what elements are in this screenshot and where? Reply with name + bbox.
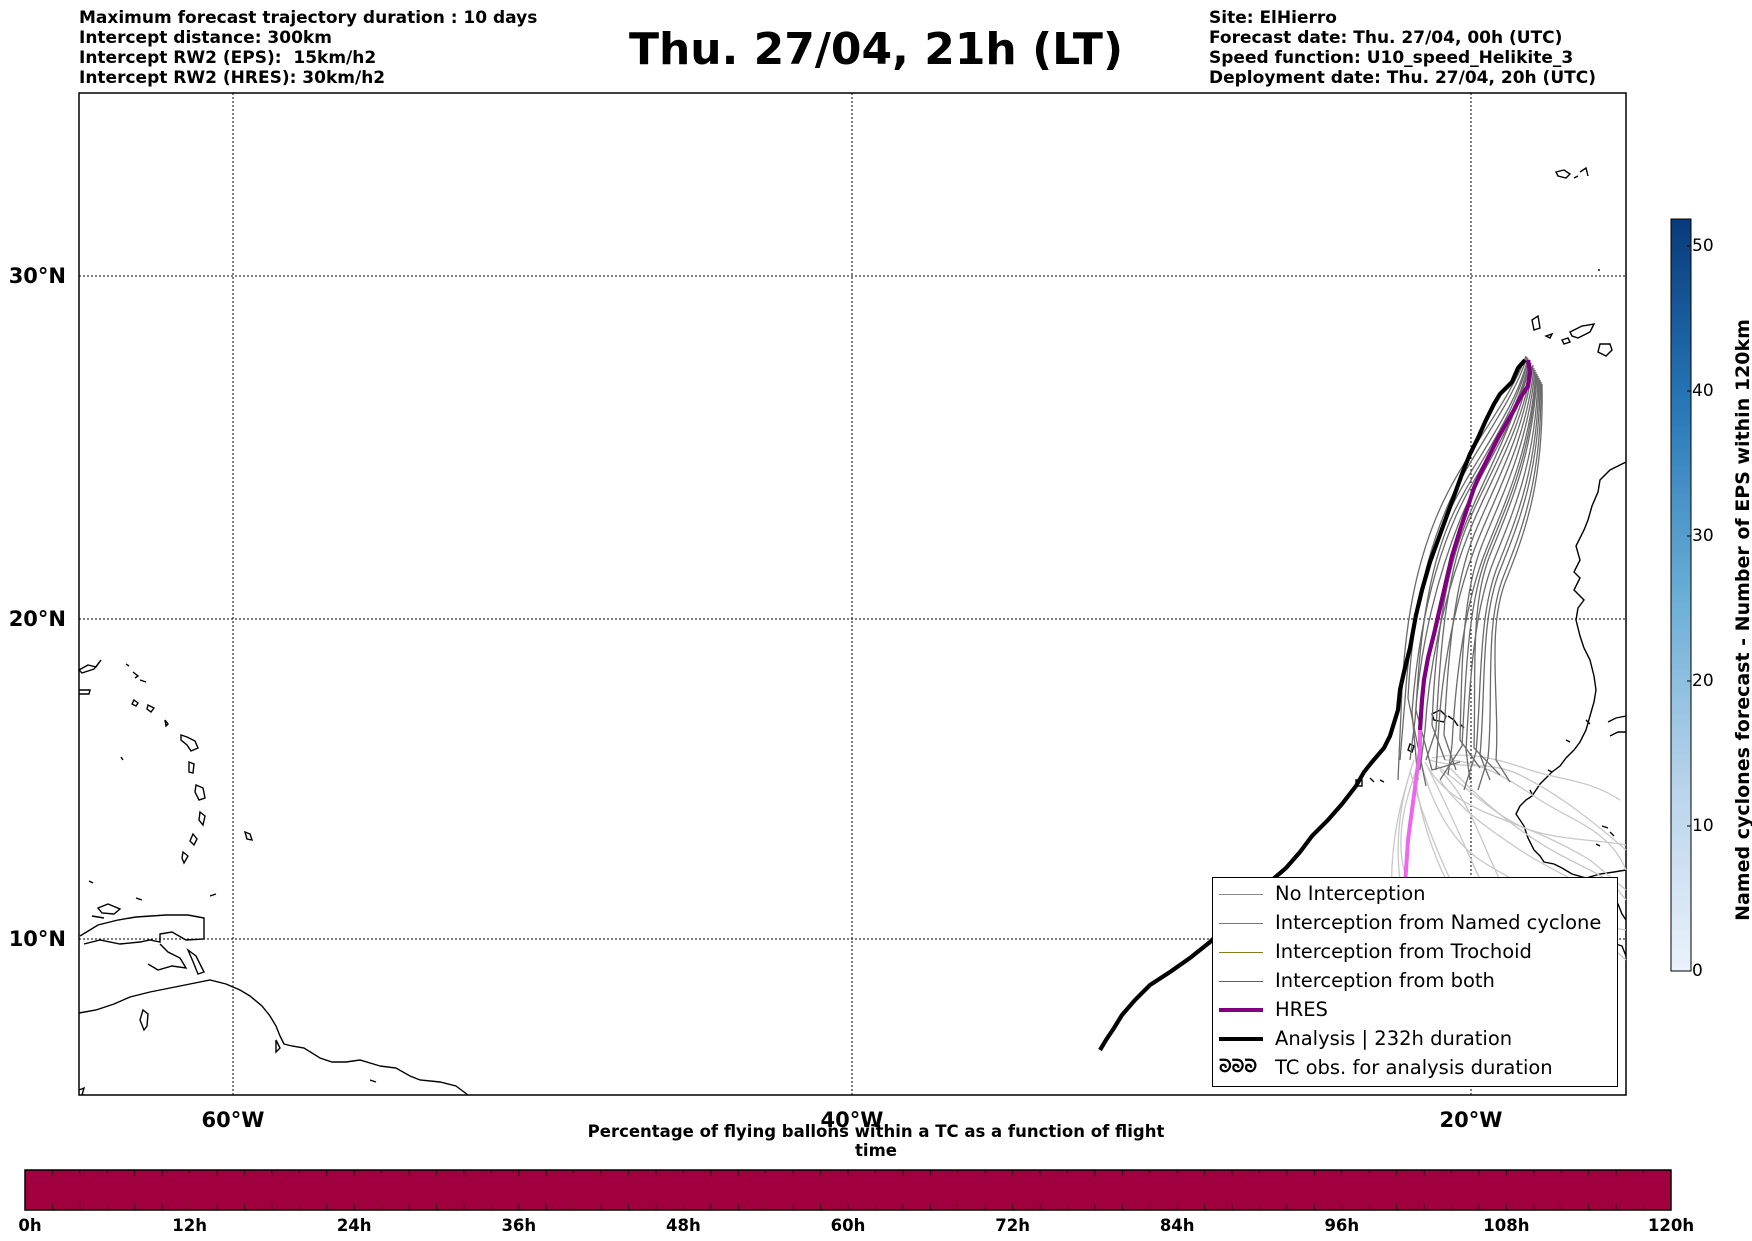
percentage-bar-tick-36h: 36h <box>501 1216 537 1235</box>
legend-label: Interception from Named cyclone <box>1275 911 1602 934</box>
analysis-track <box>1098 358 1527 1052</box>
legend-swatch-hres <box>1219 1008 1263 1012</box>
percentage-bar-tick-72h: 72h <box>995 1216 1030 1235</box>
hres-track <box>1417 359 1533 731</box>
header-site: Site: ElHierro <box>1209 8 1337 28</box>
header-max-duration: Maximum forecast trajectory duration : 1… <box>79 8 538 28</box>
percentage-bar-tick-108h: 108h <box>1483 1216 1530 1235</box>
percentage-bar-tick-0h: 0h <box>18 1216 42 1235</box>
header-deployment-date: Deployment date: Thu. 27/04, 20h (UTC) <box>1209 68 1596 88</box>
page-title: Thu. 27/04, 21h (LT) <box>628 24 1124 75</box>
lon-label-20w: 20°W <box>1439 1108 1503 1132</box>
lat-label-30n: 30°N <box>8 264 66 288</box>
colorbar <box>1670 218 1692 972</box>
legend-label: Interception from both <box>1275 969 1495 992</box>
legend-label: Interception from Trochoid <box>1275 940 1532 963</box>
lon-label-40w: 40°W <box>820 1108 884 1132</box>
header-right: Site: ElHierro Forecast date: Thu. 27/04… <box>1209 8 1596 88</box>
legend-item-analysis: Analysis | 232h duration <box>1213 1025 1617 1054</box>
colorbar-label: Named cyclones forecast - Number of EPS … <box>1732 319 1752 921</box>
legend-swatch-both <box>1219 981 1263 982</box>
legend-label: HRES <box>1275 998 1328 1021</box>
percentage-bar-ticks <box>52 1170 1644 1210</box>
legend-label: TC obs. for analysis duration <box>1275 1056 1553 1079</box>
coastlines-west <box>77 659 469 1096</box>
colorbar-tick-0: 0 <box>1692 961 1703 981</box>
lat-label-10n: 10°N <box>8 927 66 951</box>
header-forecast-date: Forecast date: Thu. 27/04, 00h (UTC) <box>1209 28 1563 48</box>
header-intercept-hres: Intercept RW2 (HRES): 30km/h2 <box>79 68 386 88</box>
percentage-bar-tick-60h: 60h <box>830 1216 866 1235</box>
colorbar-tickmarks <box>1687 245 1691 972</box>
percentage-bar-tick-12h: 12h <box>172 1216 207 1235</box>
legend-swatch-analysis <box>1219 1037 1263 1041</box>
legend-item-trochoid: Interception from Trochoid <box>1213 938 1617 967</box>
legend-item-tc-obs: ᘐᘐᘐ TC obs. for analysis duration <box>1213 1054 1617 1083</box>
legend-label: No Interception <box>1275 882 1426 905</box>
percentage-bar-tick-24h: 24h <box>336 1216 372 1235</box>
legend-label: Analysis | 232h duration <box>1275 1027 1513 1050</box>
percentage-bar-tick-84h: 84h <box>1159 1216 1195 1235</box>
percentage-bar-tick-120h: 120h <box>1647 1216 1695 1235</box>
legend-swatch-named-cyclone <box>1219 923 1263 924</box>
lat-label-20n: 20°N <box>8 607 66 631</box>
percentage-bar-label: Percentage of flying ballons within a TC… <box>587 1122 1165 1160</box>
legend-item-both: Interception from both <box>1213 967 1617 996</box>
legend-swatch-trochoid <box>1219 952 1263 953</box>
percentage-bar-tick-96h: 96h <box>1324 1216 1360 1235</box>
lon-label-60w: 60°W <box>201 1108 265 1132</box>
legend-item-named-cyclone: Interception from Named cyclone <box>1213 909 1617 938</box>
colorbar-tick-10: 10 <box>1692 816 1714 836</box>
percentage-bar-tick-48h: 48h <box>666 1216 701 1235</box>
colorbar-tick-40: 40 <box>1692 381 1714 401</box>
map-legend: No Interception Interception from Named … <box>1212 877 1618 1087</box>
legend-item-no-interception: No Interception <box>1213 880 1617 909</box>
colorbar-tick-50: 50 <box>1692 236 1714 256</box>
header-intercept-eps: Intercept RW2 (EPS): 15km/h2 <box>79 48 377 68</box>
header-speed-function: Speed function: U10_speed_Helikite_3 <box>1209 48 1574 68</box>
tc-obs-icon: ᘐᘐᘐ <box>1219 1056 1258 1077</box>
header-left: Maximum forecast trajectory duration : 1… <box>79 8 537 88</box>
colorbar-tick-20: 20 <box>1692 671 1714 691</box>
colorbar-tick-30: 30 <box>1692 526 1714 546</box>
legend-item-hres: HRES <box>1213 996 1617 1025</box>
legend-swatch-no-interception <box>1219 894 1263 895</box>
header-intercept-distance: Intercept distance: 300km <box>79 28 332 48</box>
